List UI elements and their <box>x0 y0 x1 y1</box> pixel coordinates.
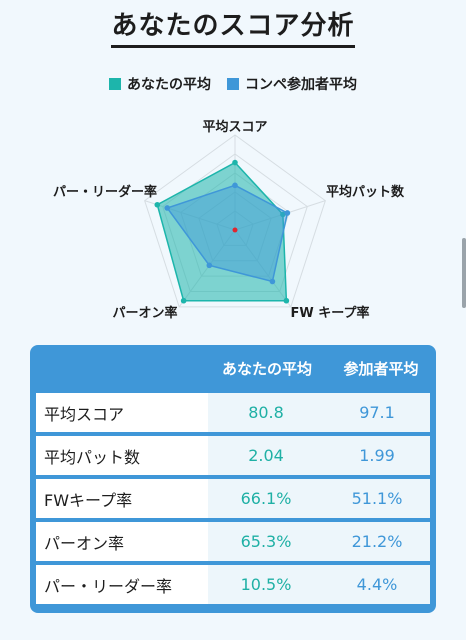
radar-series-avg-point <box>284 210 291 216</box>
table-header-avg: 参加者平均 <box>343 359 419 378</box>
table-row: パー・リーダー率 10.5% 4.4% <box>36 563 430 604</box>
legend-label-you: あなたの平均 <box>127 77 211 93</box>
radar-series-you-point <box>232 159 238 166</box>
row-avg-value: 21.2% <box>324 522 430 561</box>
radar-series-you-point <box>154 201 161 208</box>
row-label: 平均パット数 <box>36 436 208 475</box>
radar-axis-label: パー・リーダー率 <box>53 184 157 200</box>
legend-label-avg: コンペ参加者平均 <box>245 77 357 93</box>
table-row: 平均スコア 80.8 97.1 <box>36 391 430 432</box>
row-label: パーオン率 <box>36 522 208 561</box>
legend-item-avg: コンペ参加者平均 <box>227 74 357 94</box>
table-header: あなたの平均 参加者平均 <box>30 345 436 391</box>
table-row: FWキープ率 66.1% 51.1% <box>36 477 430 518</box>
radar-grid-ring <box>144 134 326 308</box>
table-header-you: あなたの平均 <box>221 359 312 378</box>
row-label: FWキープ率 <box>36 479 208 518</box>
radar-series-avg-point <box>206 262 213 269</box>
row-avg-value: 97.1 <box>324 393 430 432</box>
radar-series-you-point <box>283 297 290 304</box>
row-you-value: 66.1% <box>208 479 324 518</box>
score-table: あなたの平均 参加者平均 平均スコア 80.8 97.1 平均パット数 2.04… <box>30 345 436 613</box>
legend-swatch-you <box>109 78 121 90</box>
radar-series-avg-point <box>269 278 276 285</box>
radar-axis-label: 平均スコア <box>202 119 267 135</box>
scrollbar-thumb[interactable] <box>462 238 466 308</box>
table-row: 平均パット数 2.04 1.99 <box>36 434 430 475</box>
radar-series-avg-point <box>164 205 171 211</box>
row-you-value: 65.3% <box>208 522 324 561</box>
row-avg-value: 51.1% <box>324 479 430 518</box>
row-you-value: 80.8 <box>208 393 324 432</box>
row-you-value: 10.5% <box>208 565 324 604</box>
row-label: 平均スコア <box>36 393 208 432</box>
row-you-value: 2.04 <box>208 436 324 475</box>
row-avg-value: 4.4% <box>324 565 430 604</box>
legend-swatch-avg <box>227 78 239 90</box>
radar-series-you-point <box>180 297 187 304</box>
radar-axis-label: 平均パット数 <box>326 184 405 200</box>
legend-item-you: あなたの平均 <box>109 74 211 94</box>
radar-series-avg-area <box>166 184 289 283</box>
row-avg-value: 1.99 <box>324 436 430 475</box>
page-title: あなたのスコア分析 <box>111 10 355 48</box>
radar-center-dot <box>232 227 238 233</box>
radar-axis-label: パーオン率 <box>112 305 177 321</box>
radar-axis-label: FW キープ率 <box>291 305 370 321</box>
row-label: パー・リーダー率 <box>36 565 208 604</box>
table-row: パーオン率 65.3% 21.2% <box>36 520 430 561</box>
radar-series-you-point <box>280 211 286 218</box>
chart-legend: あなたの平均 コンペ参加者平均 <box>0 74 466 94</box>
radar-series-avg-point <box>232 182 238 189</box>
title-section: あなたのスコア分析 <box>0 10 466 48</box>
